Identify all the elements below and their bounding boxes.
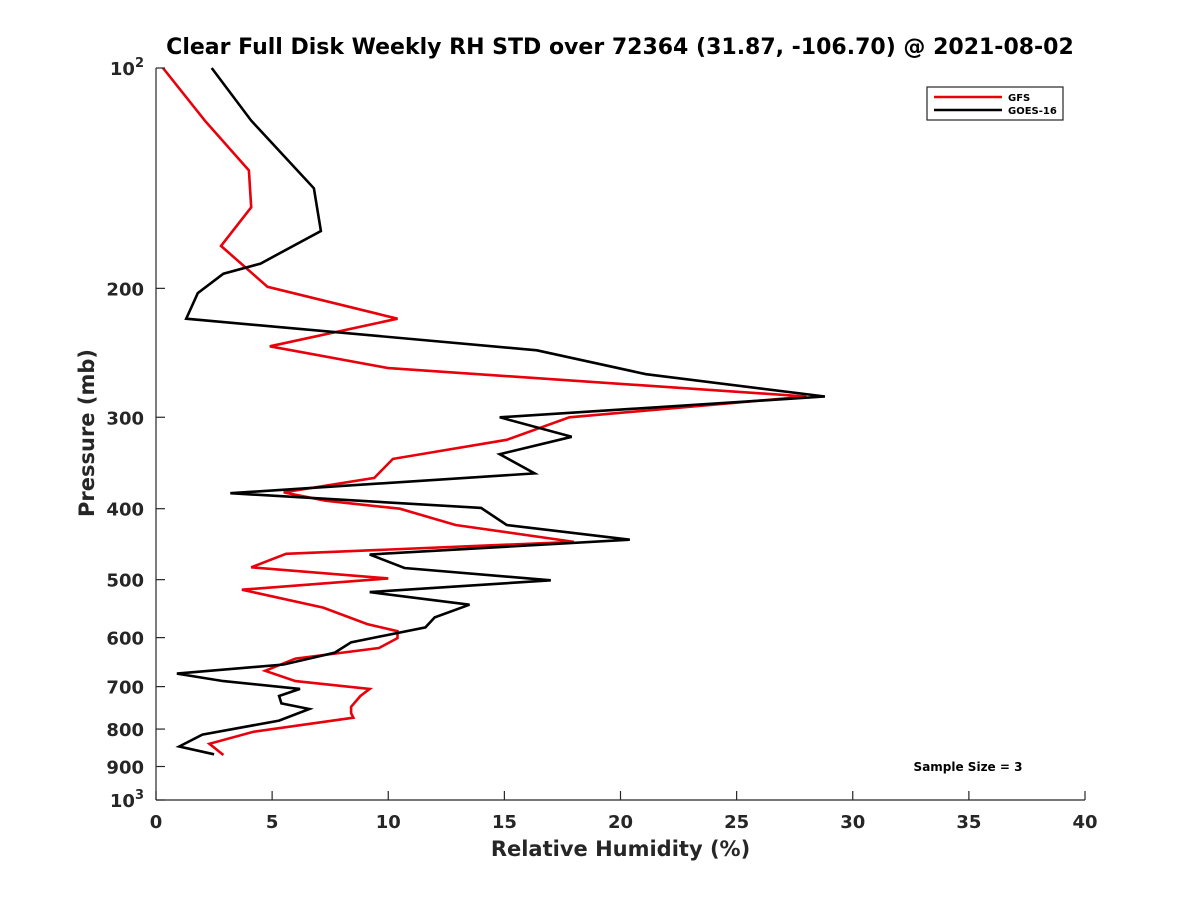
plot-lines: [161, 67, 826, 757]
sample-size-annotation: Sample Size = 3: [914, 760, 1023, 774]
y-axis-label: Pressure (mb): [75, 349, 99, 517]
x-tick-label: 40: [1072, 812, 1097, 833]
x-tick-label: 10: [376, 812, 401, 833]
x-axis-label: Relative Humidity (%): [491, 837, 750, 861]
x-tick-label: 15: [492, 812, 517, 833]
x-tick-label: 0: [150, 812, 163, 833]
legend-label: GOES-16: [1008, 106, 1057, 117]
y-ticks: 102 200 300 400 500 600 700 800 900 103: [106, 56, 165, 812]
y-tick-label: 500: [106, 571, 144, 592]
y-tick-label: 103: [110, 788, 144, 812]
legend-box: [926, 86, 1064, 121]
y-tick-label: 300: [106, 408, 144, 429]
x-tick-label: 25: [724, 812, 749, 833]
y-tick-label: 400: [106, 500, 144, 521]
series-line-gfs: [161, 67, 807, 757]
y-tick-label: 102: [110, 56, 144, 80]
legend: GFS GOES-16: [926, 86, 1064, 121]
y-tick-label: 900: [106, 758, 144, 779]
series-line-goes-16: [175, 67, 826, 756]
x-tick-label: 20: [608, 812, 633, 833]
y-tick-label: 200: [106, 279, 144, 300]
x-tick-label: 5: [266, 812, 279, 833]
chart-title: Clear Full Disk Weekly RH STD over 72364…: [166, 35, 1074, 60]
y-tick-label: 700: [106, 678, 144, 699]
y-tick-label: 600: [106, 629, 144, 650]
x-ticks: 0 5 10 15 20 25 30 35 40: [150, 791, 1098, 833]
legend-label: GFS: [1008, 93, 1030, 104]
x-tick-label: 35: [956, 812, 981, 833]
y-tick-label: 800: [106, 720, 144, 741]
x-tick-label: 30: [840, 812, 865, 833]
